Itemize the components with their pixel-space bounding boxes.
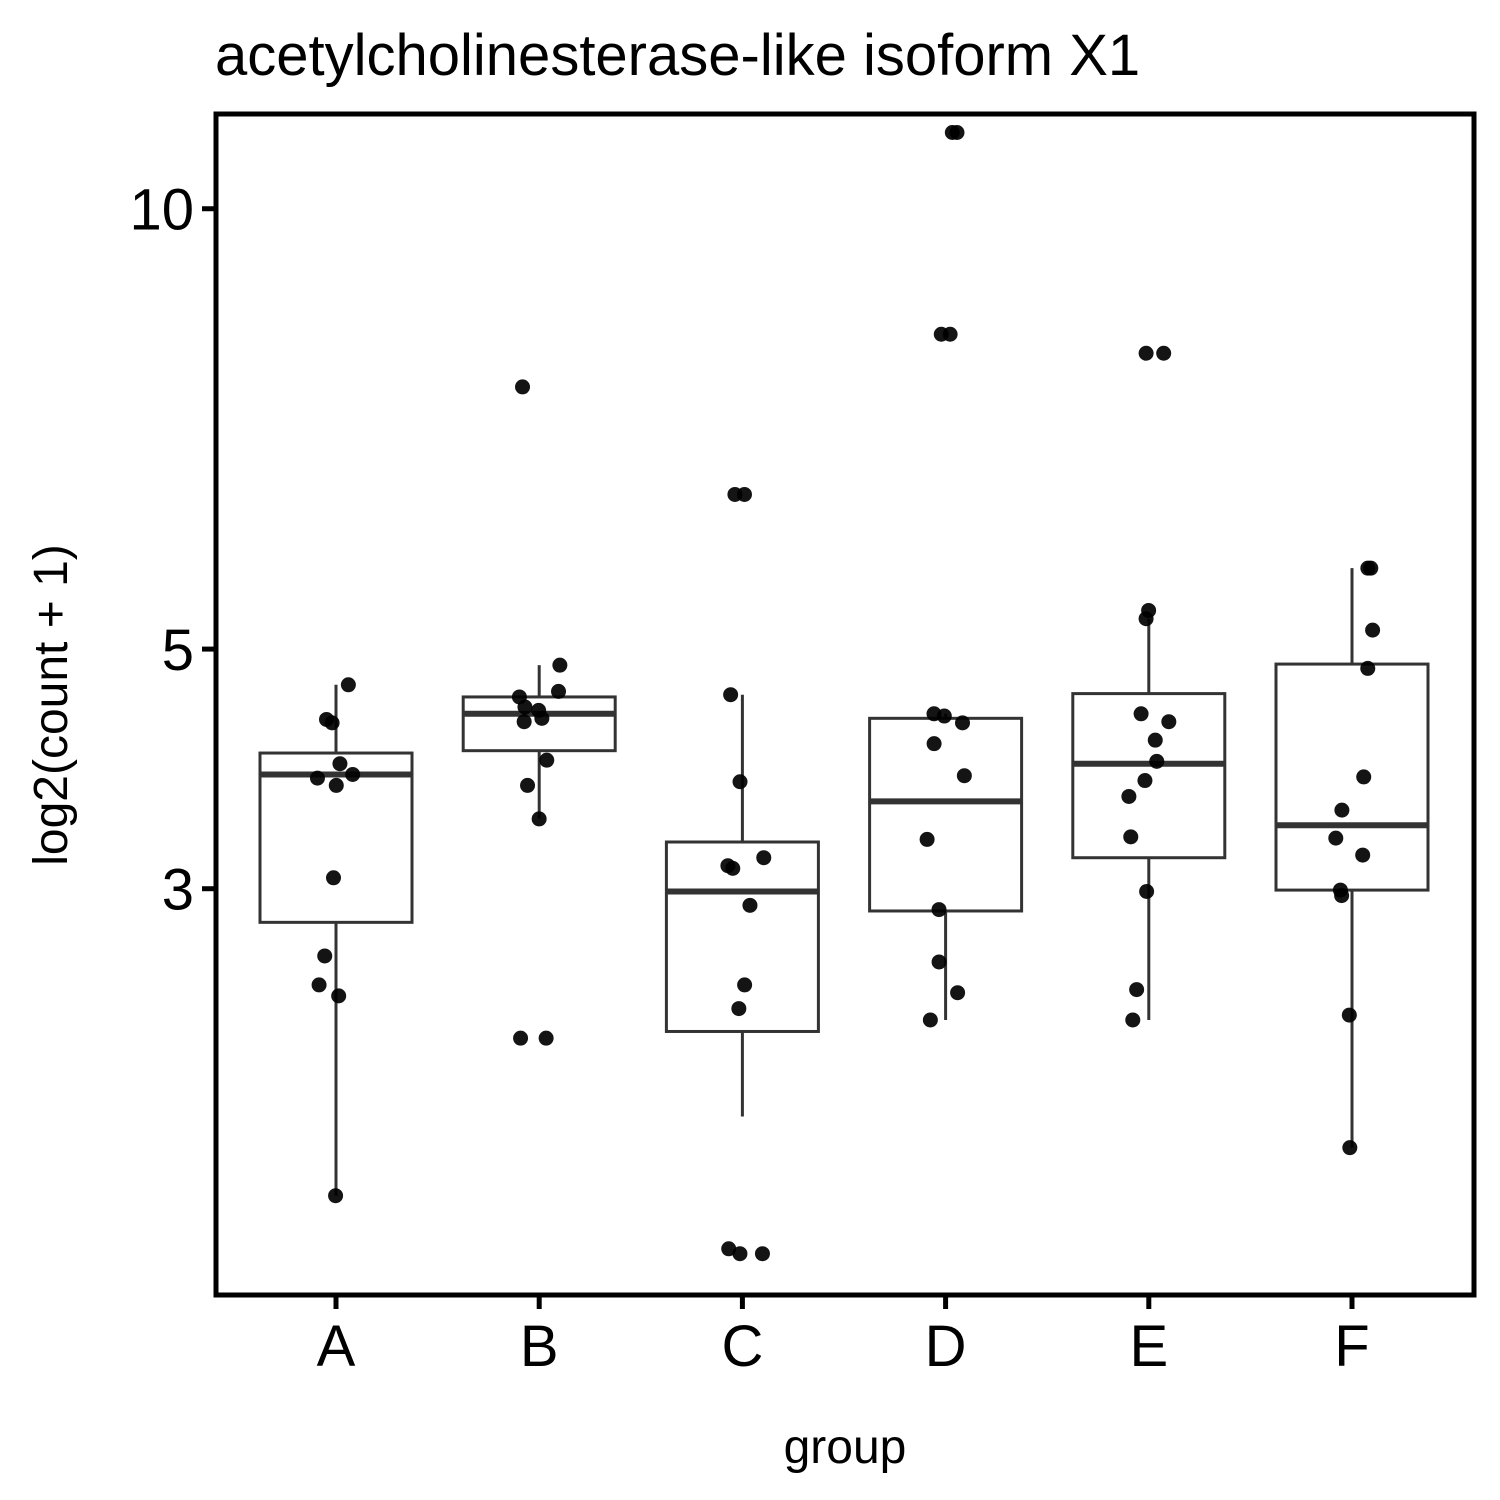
x-tick-label: D [925,1314,967,1379]
data-point-A [340,677,356,693]
y-tick-label: 5 [162,618,194,683]
data-point-E [1138,345,1154,361]
data-point-F [1355,847,1371,863]
data-point-A [331,988,347,1004]
data-point-B [531,811,547,827]
data-point-D [931,902,947,918]
data-point-D [956,768,972,784]
data-point-D [933,326,949,342]
x-axis-ticks: A B C D E F [317,1295,1370,1379]
data-point-E [1123,829,1139,845]
data-point-F [1334,802,1350,818]
boxplot-D [868,713,1024,1020]
data-point-B [520,777,536,793]
box-iqr [868,716,1024,913]
data-point-C [721,1241,737,1257]
data-point-E [1149,753,1165,769]
data-point-B [552,657,568,673]
data-point-E [1161,714,1177,730]
x-tick-label: E [1129,1314,1168,1379]
data-point-A [311,977,327,993]
data-point-F [1342,1140,1358,1156]
data-point-F [1328,830,1344,846]
plot-panel-border [213,111,1477,1298]
x-tick-label: A [317,1314,356,1379]
data-point-F [1341,1007,1357,1023]
data-point-C [732,1246,748,1262]
data-point-E [1147,732,1163,748]
data-point-D [950,985,966,1001]
data-point-B [538,1030,554,1046]
x-tick-label: F [1334,1314,1369,1379]
data-point-E [1156,345,1172,361]
data-point-C [742,897,758,913]
data-point-B [516,714,532,730]
data-point-C [731,1001,747,1017]
data-point-A [309,770,325,786]
data-point-D [955,715,971,731]
data-point-D [931,954,947,970]
boxplot-C [664,694,820,1117]
data-point-A [328,777,344,793]
data-point-F [1356,769,1372,785]
boxplot-F [1274,568,1430,1148]
chart-title: acetylcholinesterase-like isoform X1 [215,23,1140,88]
box-iqr [664,840,820,1033]
data-points [309,124,1381,1262]
data-point-A [317,948,333,964]
data-point-C [737,977,753,993]
data-point-A [328,1188,344,1204]
data-point-E [1139,883,1155,899]
data-point-E [1141,602,1157,618]
data-point-C [720,858,736,874]
data-point-D [926,706,942,722]
y-tick-label: 3 [162,858,194,923]
data-point-B [539,752,555,768]
data-point-F [1360,560,1376,576]
data-point-A [326,870,342,886]
plot-panel [216,114,1474,1295]
y-axis-ticks: 3 5 10 [129,178,216,923]
data-point-E [1133,706,1149,722]
data-point-E [1137,773,1153,789]
data-point-F [1332,882,1348,898]
data-point-A [332,756,348,772]
box-iqr [1274,662,1430,892]
x-tick-label: B [520,1314,559,1379]
data-point-B [515,379,531,395]
data-point-B [511,689,527,705]
data-point-E [1129,982,1145,998]
data-point-C [754,1246,770,1262]
data-point-D [926,736,942,752]
data-point-F [1360,660,1376,676]
data-point-C [756,850,772,866]
data-point-B [513,1030,529,1046]
data-point-F [1365,622,1381,638]
data-point-C [727,486,743,502]
data-point-E [1125,1012,1141,1028]
x-axis-title: group [784,1421,907,1474]
data-point-E [1121,788,1137,804]
x-tick-label: C [721,1314,763,1379]
y-tick-label: 10 [129,178,194,243]
data-point-C [723,687,739,703]
data-point-C [732,774,748,790]
data-point-D [944,124,960,140]
data-point-A [319,711,335,727]
data-point-D [922,1012,938,1028]
y-axis-title: log2(count + 1) [25,544,78,866]
data-point-B [531,702,547,718]
data-point-A [345,766,361,782]
data-point-B [551,683,567,699]
data-point-D [919,831,935,847]
